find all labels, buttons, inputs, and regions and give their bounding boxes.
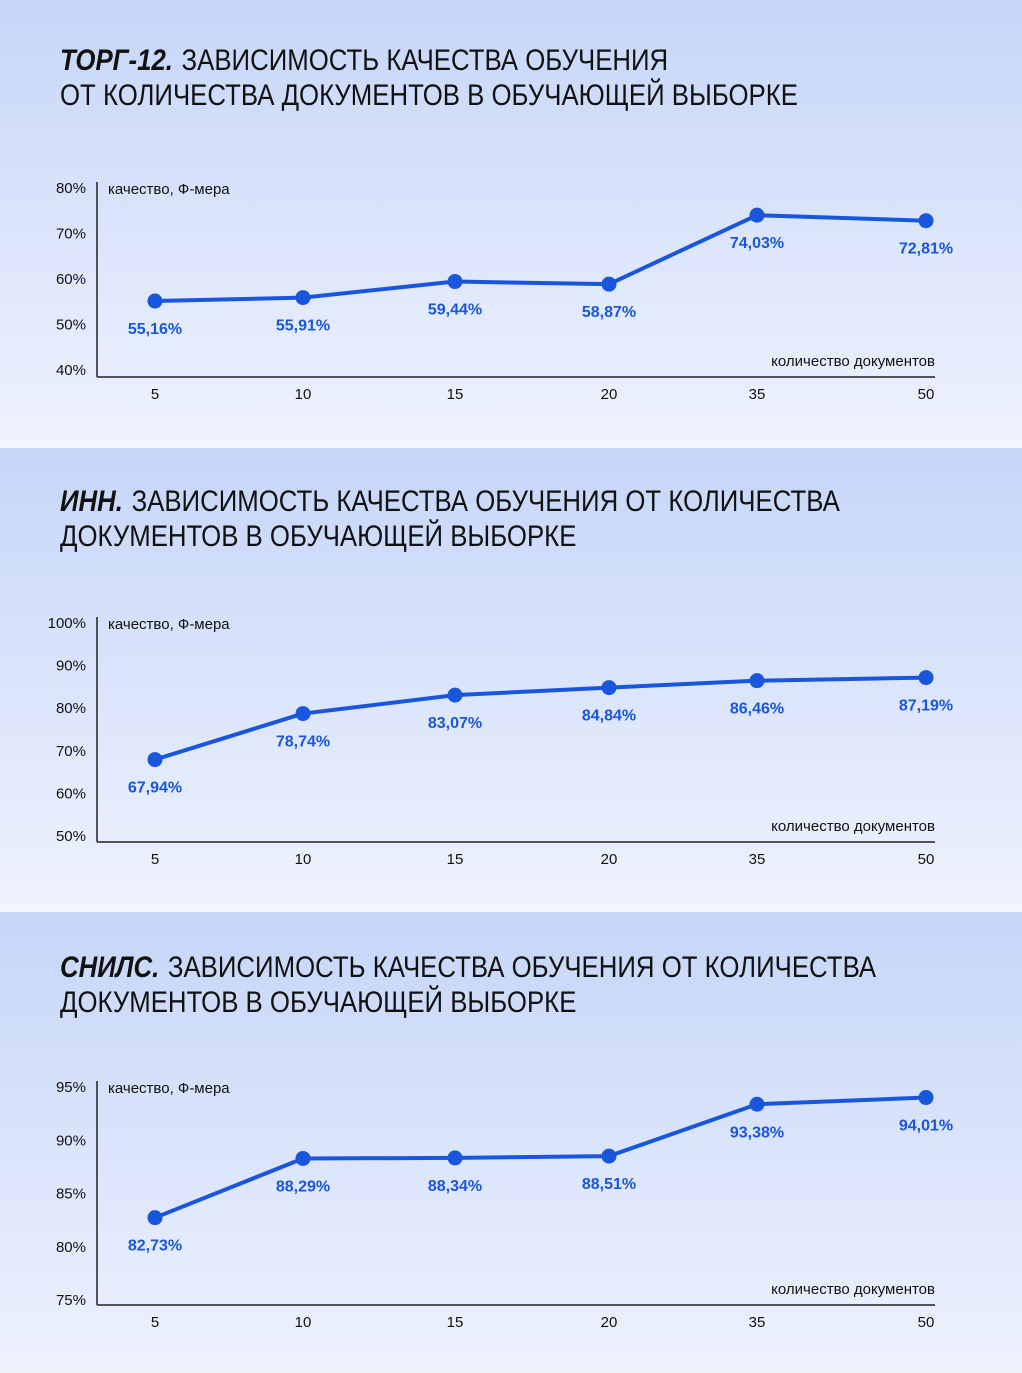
value-label: 94,01%	[899, 1118, 953, 1135]
y-tick-label: 95%	[56, 1079, 86, 1096]
y-tick-label: 80%	[56, 700, 86, 717]
x-tick-label: 5	[151, 1314, 159, 1331]
panel-background	[0, 448, 1022, 905]
value-label: 93,38%	[730, 1124, 784, 1141]
title: ТОРГ-12. ЗАВИСИМОСТЬ КАЧЕСТВА ОБУЧЕНИЯОТ …	[60, 43, 798, 111]
data-point	[601, 680, 617, 696]
value-label: 88,34%	[428, 1178, 482, 1195]
title-text: ЗАВИСИМОСТЬ КАЧЕСТВА ОБУЧЕНИЯ ОТ КОЛИЧЕС…	[132, 484, 841, 517]
x-tick-label: 5	[151, 386, 159, 403]
data-point	[147, 752, 163, 768]
y-axis-label: качество, Ф-мера	[108, 1080, 230, 1097]
y-tick-label: 60%	[56, 271, 86, 288]
y-tick-label: 50%	[56, 828, 86, 845]
x-tick-label: 10	[295, 1314, 312, 1331]
value-label: 67,94%	[128, 780, 182, 797]
x-tick-label: 15	[447, 1314, 464, 1331]
value-label: 55,91%	[276, 318, 330, 335]
x-tick-label: 15	[447, 386, 464, 403]
x-tick-label: 15	[447, 851, 464, 868]
value-label: 82,73%	[128, 1238, 182, 1255]
value-label: 87,19%	[899, 698, 953, 715]
data-point	[147, 1210, 163, 1226]
data-point	[918, 213, 934, 229]
x-tick-label: 20	[601, 851, 618, 868]
value-label: 83,07%	[428, 715, 482, 732]
value-label: 88,51%	[582, 1176, 636, 1193]
title-line: ТОРГ-12. ЗАВИСИМОСТЬ КАЧЕСТВА ОБУЧЕНИЯ	[60, 43, 668, 76]
title-line: ОТ КОЛИЧЕСТВА ДОКУМЕНТОВ В ОБУЧАЮЩЕЙ ВЫБ…	[60, 78, 798, 111]
panel-background	[0, 912, 1022, 1373]
title-line: ДОКУМЕНТОВ В ОБУЧАЮЩЕЙ ВЫБОРКЕ	[60, 985, 576, 1018]
x-tick-label: 50	[918, 851, 935, 868]
data-point	[295, 1150, 311, 1166]
x-axis-label: количество документов	[771, 353, 935, 370]
data-point	[447, 1150, 463, 1166]
title-prefix: СНИЛС.	[60, 950, 159, 983]
y-tick-label: 70%	[56, 226, 86, 243]
x-tick-label: 20	[601, 1314, 618, 1331]
value-label: 55,16%	[128, 321, 182, 338]
data-point	[295, 290, 311, 306]
data-point	[918, 670, 934, 686]
title-line: ИНН. ЗАВИСИМОСТЬ КАЧЕСТВА ОБУЧЕНИЯ ОТ КОЛ…	[60, 484, 840, 517]
title-line: ДОКУМЕНТОВ В ОБУЧАЮЩЕЙ ВЫБОРКЕ	[60, 519, 576, 552]
data-point	[295, 706, 311, 722]
value-label: 59,44%	[428, 302, 482, 319]
data-point	[918, 1090, 934, 1106]
data-point	[147, 293, 163, 309]
x-tick-label: 50	[918, 386, 935, 403]
data-point	[601, 276, 617, 292]
value-label: 78,74%	[276, 734, 330, 751]
y-tick-label: 50%	[56, 317, 86, 334]
y-tick-label: 100%	[48, 615, 86, 632]
y-tick-label: 90%	[56, 1132, 86, 1149]
title-prefix: ИНН.	[60, 484, 123, 517]
data-point	[447, 274, 463, 290]
x-axis-label: количество документов	[771, 818, 935, 835]
y-tick-label: 85%	[56, 1186, 86, 1203]
value-label: 72,81%	[899, 241, 953, 258]
y-tick-label: 70%	[56, 743, 86, 760]
x-tick-label: 10	[295, 851, 312, 868]
y-tick-label: 60%	[56, 785, 86, 802]
title: ИНН. ЗАВИСИМОСТЬ КАЧЕСТВА ОБУЧЕНИЯ ОТ КОЛ…	[60, 484, 840, 552]
title: СНИЛС. ЗАВИСИМОСТЬ КАЧЕСТВА ОБУЧЕНИЯ ОТ К…	[60, 950, 876, 1018]
x-tick-label: 35	[749, 1314, 766, 1331]
data-line	[154, 675, 927, 762]
title-prefix: ТОРГ-12.	[60, 43, 173, 76]
title-line: СНИЛС. ЗАВИСИМОСТЬ КАЧЕСТВА ОБУЧЕНИЯ ОТ К…	[60, 950, 876, 983]
value-label: 84,84%	[582, 708, 636, 725]
x-tick-label: 35	[749, 386, 766, 403]
data-point	[601, 1148, 617, 1164]
y-tick-label: 80%	[56, 180, 86, 197]
y-tick-label: 80%	[56, 1239, 86, 1256]
x-axis-label: количество документов	[771, 1281, 935, 1298]
x-tick-label: 35	[749, 851, 766, 868]
title-text: ЗАВИСИМОСТЬ КАЧЕСТВА ОБУЧЕНИЯ ОТ КОЛИЧЕС…	[168, 950, 877, 983]
data-line	[154, 1095, 927, 1220]
data-point	[749, 673, 765, 689]
data-line	[154, 213, 927, 304]
value-label: 58,87%	[582, 304, 636, 321]
y-axis-label: качество, Ф-мера	[108, 181, 230, 198]
x-tick-label: 10	[295, 386, 312, 403]
data-point	[447, 687, 463, 703]
x-tick-label: 20	[601, 386, 618, 403]
value-label: 86,46%	[730, 701, 784, 718]
title-text: ЗАВИСИМОСТЬ КАЧЕСТВА ОБУЧЕНИЯ	[182, 43, 669, 76]
value-label: 88,29%	[276, 1178, 330, 1195]
value-label: 74,03%	[730, 235, 784, 252]
y-tick-label: 75%	[56, 1292, 86, 1309]
data-point	[749, 207, 765, 223]
x-tick-label: 5	[151, 851, 159, 868]
y-tick-label: 40%	[56, 362, 86, 379]
x-tick-label: 50	[918, 1314, 935, 1331]
data-point	[749, 1096, 765, 1112]
y-axis-label: качество, Ф-мера	[108, 616, 230, 633]
y-tick-label: 90%	[56, 658, 86, 675]
